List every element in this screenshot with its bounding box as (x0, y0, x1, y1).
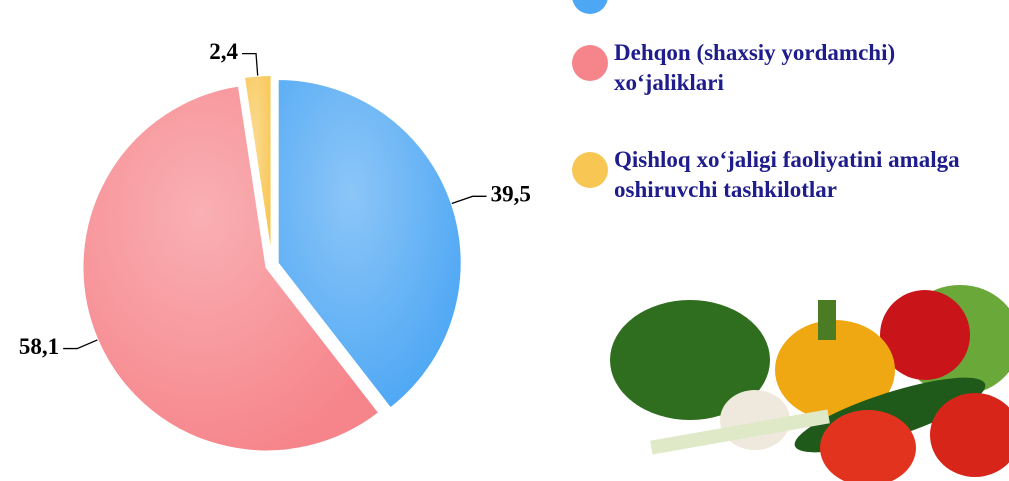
legend-label: Dehqon (shaxsiy yordamchi) xo‘jaliklari (614, 38, 1009, 98)
leader-line (242, 54, 258, 76)
page: 39,5 58,1 2,4 Dehqon (shaxsiy yordamchi) x… (0, 0, 1009, 481)
leader-line (452, 196, 487, 203)
legend-marker (572, 152, 608, 188)
legend-marker (572, 0, 608, 14)
data-label: 58,1 (19, 334, 59, 359)
leader-line (63, 340, 97, 349)
data-label: 2,4 (209, 39, 238, 64)
data-label: 39,5 (491, 182, 531, 207)
vegetables-picture (610, 285, 1009, 481)
legend-marker (572, 45, 608, 81)
legend-label: Qishloq xo‘jaligi faoliyatini amalga osh… (614, 145, 1009, 205)
